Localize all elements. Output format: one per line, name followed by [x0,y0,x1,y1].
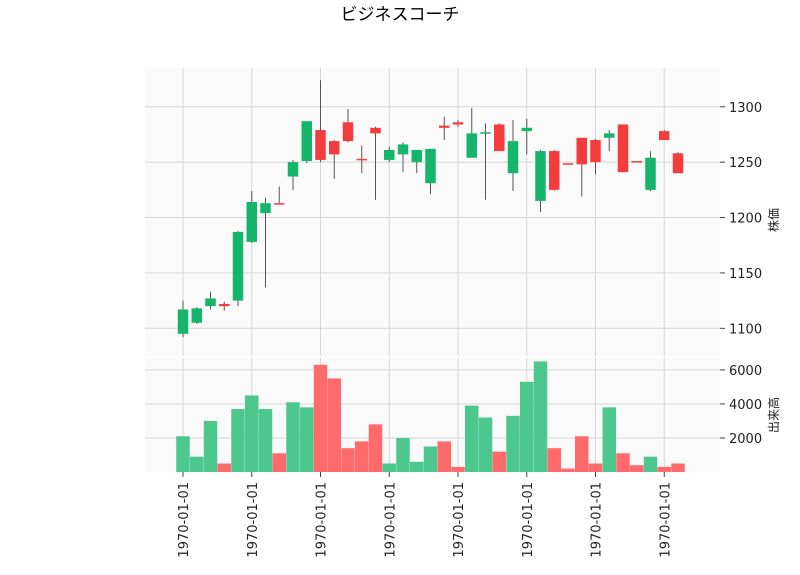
candle-body [274,203,285,205]
candle-body [535,151,546,201]
candle-body [439,125,450,128]
x-tick-label: 1970-01-01 [658,482,673,558]
volume-bar [423,446,438,472]
candle-body [590,140,601,163]
candle-body [219,303,230,307]
candle-body [411,149,422,163]
volume-ytick-label: 4000 [729,398,762,413]
candle-body [576,137,587,165]
volume-bar [602,407,616,472]
candle-body [260,203,271,214]
volume-bar [327,378,341,472]
candle-body [301,121,312,162]
volume-bar [451,466,465,472]
price-ytick-label: 1250 [729,156,762,171]
candle-body [659,131,670,140]
volume-bar [355,441,369,472]
volume-bar [437,441,451,472]
volume-bar [492,451,506,472]
volume-bar [203,420,218,472]
x-tick-label: 1970-01-01 [246,482,261,558]
volume-bar [341,448,355,472]
candle-body [672,153,684,174]
x-tick-label: 1970-01-01 [315,482,330,558]
candle-body [604,133,615,138]
volume-bar [396,437,410,472]
candle-body [507,141,519,174]
volume-bar [231,409,245,472]
x-tick-label: 1970-01-01 [383,482,398,558]
candle-body [384,149,395,160]
price-panel [145,68,720,356]
candle-body [287,162,299,177]
volume-bar [616,453,630,472]
volume-bar [410,461,424,472]
volume-bar [190,456,204,472]
price-ytick-label: 1100 [729,322,762,337]
volume-bar [176,436,190,472]
volume-bar [657,466,671,472]
candle-body [480,132,491,134]
volume-bar [286,402,300,472]
chart-title: ビジネスコーチ [340,5,460,25]
candle-body [494,124,505,152]
volume-bar [465,405,479,472]
volume-bar [245,395,259,472]
x-tick-label: 1970-01-01 [521,482,536,558]
volume-bar [300,407,314,472]
volume-bar [630,465,644,472]
x-tick-label: 1970-01-01 [452,482,467,558]
candle-body [232,231,244,301]
volume-bar [258,409,273,472]
candle-body [425,148,436,184]
volume-bar [588,463,603,472]
candle-body [631,161,642,163]
candle-body [329,141,340,155]
candle-body [205,298,216,307]
candle-body [645,157,656,190]
candle-body [177,309,189,334]
volume-bar [533,361,548,472]
volume-ytick-label: 2000 [729,432,762,447]
candle-body [315,130,326,160]
price-axis-label: 株価 [766,208,781,232]
volume-bar [478,417,493,472]
x-tick-label: 1970-01-01 [590,482,605,558]
volume-bar [506,415,520,472]
volume-bar [671,463,685,472]
x-tick-label: 1970-01-01 [177,482,192,558]
candle-body [466,133,477,158]
candle-body [342,122,354,142]
candle-body [246,202,257,242]
volume-bar [368,424,383,472]
volume-bar [547,448,561,472]
candle-body [562,163,574,165]
candle-body [370,127,381,134]
price-ytick-label: 1200 [729,212,762,227]
volume-bar [382,463,396,472]
volume-ytick-label: 6000 [729,364,762,379]
volume-bar [272,453,286,472]
volume-axis-label: 出来高 [766,397,781,433]
price-ytick-label: 1150 [729,267,762,282]
candle-body [397,144,409,155]
candle-body [356,158,367,161]
volume-bar [561,468,575,472]
candle-body [452,122,464,125]
price-ytick-label: 1300 [729,101,762,116]
volume-bar [520,381,534,472]
candle-body [617,124,629,173]
volume-bar [575,436,589,472]
candle-body [549,151,560,190]
candle-body [521,127,532,132]
candle-body [191,308,202,323]
volume-bar [217,463,231,472]
volume-bar [643,456,658,472]
volume-bar [313,364,328,472]
